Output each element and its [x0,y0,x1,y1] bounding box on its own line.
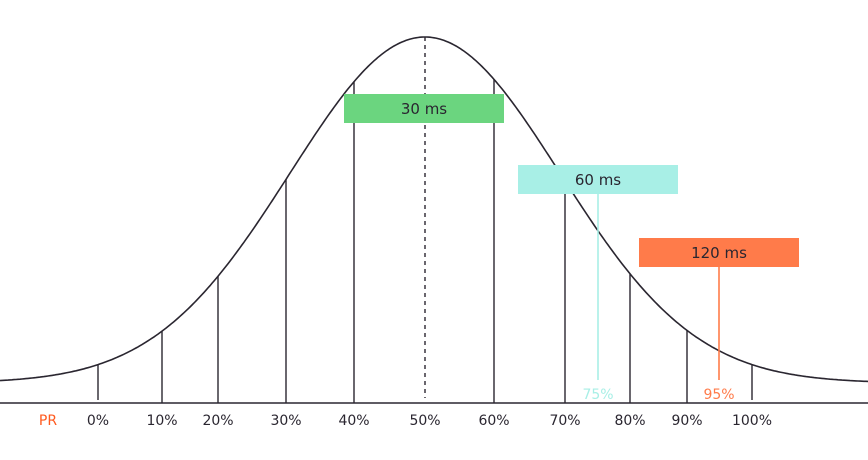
tick-label: 100% [732,413,772,429]
tick-label: 40% [338,413,369,429]
latency-label: 30 ms [401,100,447,118]
latency-box-2 [639,238,799,267]
tick-label: 60% [478,413,509,429]
tick-label: 70% [549,413,580,429]
marker-label-75: 75% [582,387,613,403]
tick-label: 90% [671,413,702,429]
latency-box-1 [518,165,678,194]
tick-label: 20% [202,413,233,429]
latency-label: 120 ms [691,244,747,262]
marker-label-95: 95% [703,387,734,403]
tick-label: 0% [87,413,109,429]
distribution-curve [0,36,868,383]
pr-label: PR [39,413,57,429]
tick-label: 10% [146,413,177,429]
tick-label: 80% [614,413,645,429]
tick-label: 50% [409,413,440,429]
latency-label: 60 ms [575,171,621,189]
latency-box-0 [344,94,504,123]
tick-label: 30% [270,413,301,429]
